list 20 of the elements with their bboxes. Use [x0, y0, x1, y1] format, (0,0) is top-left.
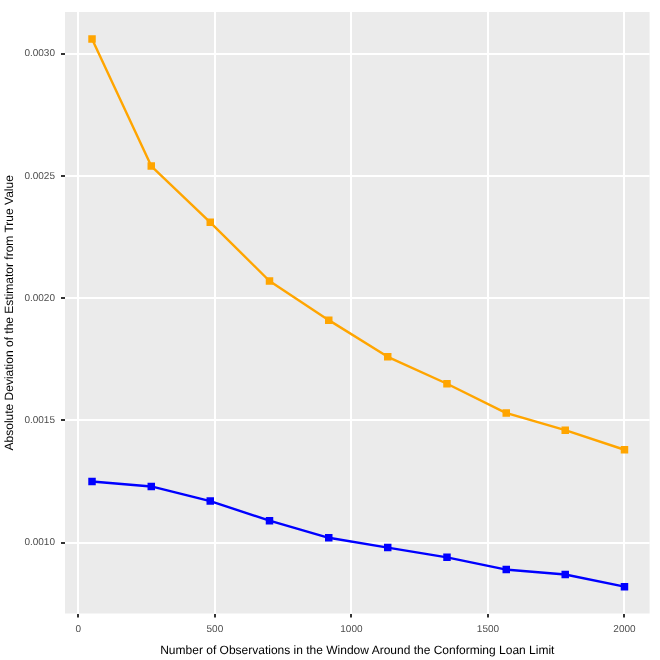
point [265, 516, 274, 525]
point [443, 379, 451, 388]
point [206, 218, 214, 227]
point [88, 477, 96, 486]
point [147, 162, 156, 170]
point [620, 582, 629, 591]
point [265, 277, 274, 285]
point [502, 409, 510, 417]
point [206, 497, 214, 505]
point [147, 482, 156, 491]
point [561, 426, 569, 434]
point [620, 446, 629, 454]
point [88, 35, 96, 43]
point [383, 353, 392, 361]
point [383, 543, 392, 552]
point [443, 553, 451, 562]
point [561, 570, 569, 579]
point [325, 534, 333, 542]
point [325, 316, 333, 324]
point [502, 565, 510, 574]
